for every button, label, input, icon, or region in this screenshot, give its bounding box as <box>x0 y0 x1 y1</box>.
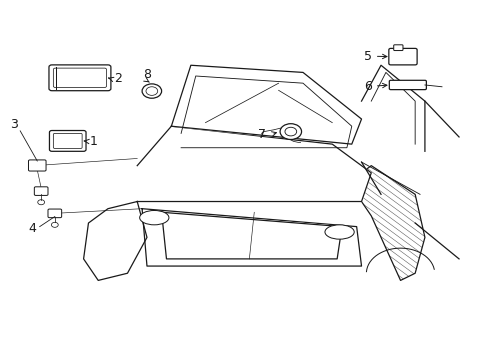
Polygon shape <box>142 209 361 266</box>
Circle shape <box>280 124 301 139</box>
Text: 6: 6 <box>364 80 371 93</box>
FancyBboxPatch shape <box>28 160 46 171</box>
FancyBboxPatch shape <box>48 209 61 218</box>
Polygon shape <box>83 202 147 280</box>
FancyBboxPatch shape <box>49 131 86 151</box>
Polygon shape <box>171 65 361 144</box>
Text: 5: 5 <box>364 50 371 63</box>
FancyBboxPatch shape <box>34 187 48 195</box>
Text: 7: 7 <box>258 127 266 141</box>
Text: 4: 4 <box>28 222 36 235</box>
Text: 2: 2 <box>114 72 122 85</box>
Text: 1: 1 <box>89 135 97 148</box>
FancyBboxPatch shape <box>388 48 416 65</box>
Polygon shape <box>83 202 147 280</box>
Polygon shape <box>361 166 424 280</box>
FancyBboxPatch shape <box>388 80 426 90</box>
FancyBboxPatch shape <box>393 45 402 50</box>
Ellipse shape <box>325 225 353 239</box>
Text: 3: 3 <box>10 118 18 131</box>
Text: 8: 8 <box>142 68 151 81</box>
Ellipse shape <box>140 211 168 225</box>
Polygon shape <box>142 209 361 266</box>
Circle shape <box>142 84 161 98</box>
Polygon shape <box>361 166 424 280</box>
Polygon shape <box>161 212 341 259</box>
FancyBboxPatch shape <box>49 65 111 91</box>
Polygon shape <box>137 126 370 202</box>
